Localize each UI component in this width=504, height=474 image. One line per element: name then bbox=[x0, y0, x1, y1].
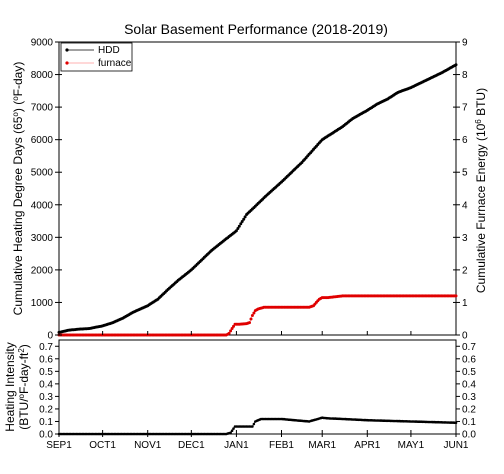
hdd-series-line bbox=[58, 64, 457, 333]
intensity-y-axis-label-line2: (BTU/oF-day-ft2) bbox=[17, 344, 32, 430]
intensity-y2-tick-label: 0.5 bbox=[462, 367, 476, 378]
furnace-series-line bbox=[59, 295, 456, 336]
furnace-y-tick-label: 6 bbox=[462, 135, 468, 146]
hdd-y-axis-label: Cumulative Heating Degree Days (65o) (oF… bbox=[11, 62, 26, 316]
x-tick-label: APR1 bbox=[354, 440, 381, 451]
hdd-series-point bbox=[243, 215, 247, 219]
x-tick-label: DEC1 bbox=[178, 440, 205, 451]
intensity-series-point bbox=[252, 422, 256, 426]
intensity-y-tick-label: 0.5 bbox=[39, 367, 53, 378]
x-tick-label: MAY1 bbox=[398, 440, 425, 451]
hdd-y-tick-label: 3000 bbox=[31, 233, 54, 244]
intensity-y-tick-label: 0.6 bbox=[39, 354, 53, 365]
hdd-y-tick-label: 0 bbox=[47, 331, 53, 342]
chart-title: Solar Basement Performance (2018-2019) bbox=[124, 21, 388, 37]
intensity-series-point bbox=[454, 421, 458, 425]
furnace-series-point bbox=[248, 321, 251, 325]
main-plot-frame bbox=[58, 41, 457, 336]
intensity-y-tick-label: 0.0 bbox=[39, 430, 53, 441]
intensity-y2-tick-label: 0.0 bbox=[462, 430, 476, 441]
intensity-y-tick-label: 0.2 bbox=[39, 404, 53, 415]
hdd-series-point bbox=[454, 63, 458, 67]
intensity-y-tick-label: 0.7 bbox=[39, 342, 53, 353]
hdd-y-tick-label: 1000 bbox=[31, 298, 54, 309]
furnace-series-point bbox=[454, 294, 458, 298]
hdd-y-tick-label: 7000 bbox=[31, 103, 54, 114]
furnace-y-tick-label: 5 bbox=[462, 168, 468, 179]
intensity-y-tick-label: 0.4 bbox=[39, 379, 53, 390]
intensity-plot-frame bbox=[58, 339, 457, 435]
intensity-y-tick-label: 0.3 bbox=[39, 392, 53, 403]
intensity-y-axis-label-line1: Heating Intensity bbox=[3, 342, 17, 431]
hdd-series-point bbox=[234, 229, 238, 233]
legend-furnace-marker bbox=[65, 61, 69, 65]
x-tick-label: MAR1 bbox=[308, 440, 336, 451]
furnace-series-point bbox=[250, 314, 254, 317]
furnace-series-point bbox=[229, 329, 233, 333]
intensity-y2-tick-label: 0.3 bbox=[462, 392, 476, 403]
furnace-series-point bbox=[232, 324, 235, 328]
intensity-y2-tick-label: 0.2 bbox=[462, 404, 476, 415]
furnace-y-tick-label: 3 bbox=[462, 233, 468, 244]
furnace-series-point bbox=[227, 331, 231, 335]
intensity-series-point bbox=[229, 431, 232, 435]
furnace-series-point bbox=[249, 317, 253, 321]
hdd-series-point bbox=[236, 227, 240, 230]
furnace-y-axis-label: Cumulative Furnace Energy (106 BTU) bbox=[474, 88, 489, 293]
hdd-series bbox=[57, 63, 458, 334]
legend-furnace-label: furnace bbox=[98, 58, 132, 69]
intensity-y2-tick-label: 0.1 bbox=[462, 417, 476, 428]
legend-box bbox=[60, 42, 133, 72]
x-tick-label: JUN1 bbox=[443, 440, 468, 451]
furnace-series bbox=[57, 294, 458, 337]
intensity-y2-tick-label: 0.4 bbox=[462, 379, 476, 390]
x-tick-label: FEB1 bbox=[269, 440, 294, 451]
hdd-y-tick-label: 8000 bbox=[31, 70, 54, 81]
furnace-y-tick-label: 7 bbox=[462, 103, 468, 114]
intensity-y-tick-label: 0.1 bbox=[39, 417, 53, 428]
furnace-y-tick-label: 4 bbox=[462, 200, 468, 211]
hdd-series-point bbox=[237, 224, 241, 228]
legend: HDD furnace bbox=[60, 42, 133, 72]
hdd-y-tick-label: 4000 bbox=[31, 200, 54, 211]
intensity-series-point bbox=[230, 429, 234, 433]
x-tick-label: SEP1 bbox=[46, 440, 72, 451]
hdd-series-point bbox=[240, 220, 244, 223]
legend-hdd-marker bbox=[65, 48, 69, 52]
hdd-y-tick-label: 9000 bbox=[31, 38, 54, 49]
furnace-y-tick-label: 8 bbox=[462, 70, 468, 81]
furnace-series-point bbox=[252, 311, 256, 315]
intensity-y2-tick-label: 0.7 bbox=[462, 342, 476, 353]
furnace-y-tick-label: 9 bbox=[462, 38, 468, 49]
x-tick-label: NOV1 bbox=[134, 440, 162, 451]
intensity-y2-tick-label: 0.6 bbox=[462, 354, 476, 365]
intensity-series bbox=[57, 416, 458, 436]
hdd-y-tick-label: 5000 bbox=[31, 168, 54, 179]
intensity-series-point bbox=[232, 427, 235, 430]
furnace-y-tick-label: 1 bbox=[462, 298, 468, 309]
legend-hdd-label: HDD bbox=[98, 45, 120, 56]
x-tick-label: JAN1 bbox=[224, 440, 249, 451]
furnace-y-tick-label: 2 bbox=[462, 265, 468, 276]
hdd-y-tick-label: 2000 bbox=[31, 265, 54, 276]
intensity-series-point bbox=[251, 425, 254, 428]
furnace-y-tick-label: 0 bbox=[462, 331, 468, 342]
hdd-series-point bbox=[242, 217, 246, 221]
x-tick-label: OCT1 bbox=[89, 440, 116, 451]
hdd-y-tick-label: 6000 bbox=[31, 135, 54, 146]
hdd-series-point bbox=[239, 222, 243, 226]
